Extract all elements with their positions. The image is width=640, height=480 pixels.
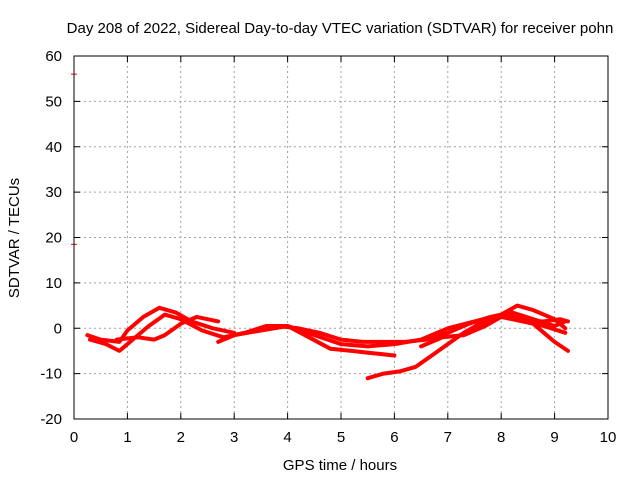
x-tick-labels: 0 1 2 3 4 5 6 7 8 9 10	[70, 429, 617, 446]
y-tick-label: 10	[45, 275, 62, 292]
x-tick-label: 5	[337, 429, 345, 446]
y-tick-labels: -20 -10 0 10 20 30 40 50 60	[40, 48, 62, 428]
series-line-track-c	[114, 314, 221, 342]
y-tick-label: 50	[45, 93, 62, 110]
x-tick-label: 2	[177, 429, 185, 446]
series-line-track-e	[232, 303, 568, 349]
x-tick-label: 0	[70, 429, 78, 446]
x-tick-label: 8	[497, 429, 505, 446]
x-tick-label: 1	[123, 429, 131, 446]
y-tick-label: -20	[40, 411, 62, 428]
series-line-track-g	[419, 314, 568, 349]
series-line-track-a	[85, 305, 237, 344]
x-tick-label: 3	[230, 429, 238, 446]
y-axis-label: SDTVAR / TECUs	[6, 178, 23, 298]
y-tick-label: 30	[45, 184, 62, 201]
series-line-track-h	[467, 312, 570, 335]
y-tick-label: 40	[45, 139, 62, 156]
chart-title: Day 208 of 2022, Sidereal Day-to-day VTE…	[67, 20, 614, 37]
series-line-track-f	[365, 310, 570, 381]
grid	[73, 55, 609, 420]
series-layer	[71, 73, 570, 381]
x-tick-label: 7	[444, 429, 452, 446]
y-tick-label: 20	[45, 230, 62, 247]
y-tick-label: 0	[54, 320, 62, 337]
x-axis-label: GPS time / hours	[283, 457, 397, 474]
y-tick-label: 60	[45, 48, 62, 65]
x-tick-label: 10	[600, 429, 617, 446]
x-tick-label: 4	[283, 429, 291, 446]
x-tick-label: 9	[550, 429, 558, 446]
x-tick-label: 6	[390, 429, 398, 446]
series-line-track-b	[88, 312, 397, 358]
y-tick-label: -10	[40, 366, 62, 383]
plot-frame	[73, 55, 609, 420]
